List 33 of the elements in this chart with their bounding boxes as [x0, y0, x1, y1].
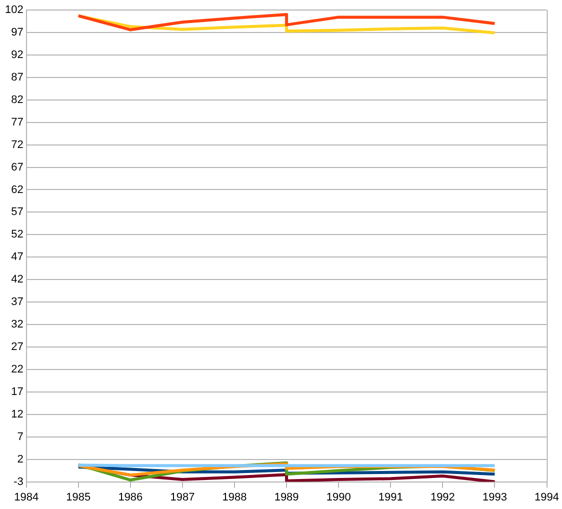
x-tick-label: 1994	[534, 491, 560, 504]
x-tick-label: 1988	[222, 491, 247, 504]
y-tick-label: 32	[11, 318, 24, 331]
y-tick-label: 47	[11, 251, 24, 264]
y-tick-label: 57	[11, 206, 24, 218]
x-tick-label: 1991	[378, 491, 403, 504]
y-tick-label: 77	[11, 116, 24, 128]
y-tick-label: 67	[11, 161, 24, 174]
y-tick-label: 27	[11, 341, 24, 354]
y-tick-label: -3	[14, 476, 24, 488]
x-tick-label: 1992	[430, 491, 455, 504]
x-tick-label: 1990	[326, 491, 351, 504]
x-tick-label: 1993	[482, 491, 507, 504]
y-tick-label: 62	[11, 184, 24, 196]
y-tick-label: 17	[11, 386, 24, 398]
x-tick-label: 1987	[170, 491, 195, 504]
y-tick-label: 52	[11, 228, 24, 241]
x-tick-label: 1985	[66, 491, 91, 504]
x-tick-label: 1984	[14, 491, 39, 504]
y-tick-label: 97	[11, 26, 24, 38]
y-tick-label: 42	[11, 274, 24, 286]
y-tick-label: 82	[11, 94, 24, 106]
y-tick-label: 102	[4, 4, 24, 16]
x-tick-label: 1989	[274, 491, 299, 504]
y-tick-label: 72	[11, 138, 24, 151]
y-tick-label: 2	[17, 453, 24, 466]
x-tick-label: 1986	[118, 491, 143, 504]
y-tick-label: 92	[11, 48, 24, 61]
y-tick-label: 37	[11, 296, 24, 308]
y-tick-label: 87	[11, 71, 24, 84]
y-tick-label: 22	[11, 364, 24, 376]
y-tick-label: 7	[17, 430, 24, 443]
y-tick-label: 12	[11, 408, 24, 420]
